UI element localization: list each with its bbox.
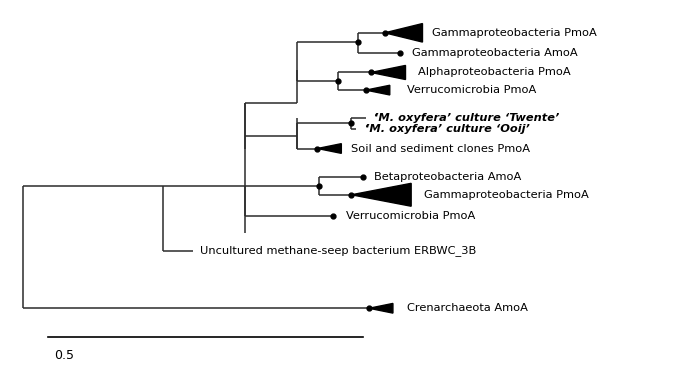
Polygon shape [351, 183, 411, 206]
Polygon shape [369, 303, 393, 313]
Text: 0.5: 0.5 [55, 349, 74, 362]
Text: Gammaproteobacteria AmoA: Gammaproteobacteria AmoA [412, 48, 577, 58]
Text: Gammaproteobacteria PmoA: Gammaproteobacteria PmoA [424, 190, 589, 200]
Text: Betaproteobacteria AmoA: Betaproteobacteria AmoA [374, 172, 521, 182]
Text: Uncultured methane-seep bacterium ERBWC_3B: Uncultured methane-seep bacterium ERBWC_… [200, 246, 476, 257]
Text: Soil and sediment clones PmoA: Soil and sediment clones PmoA [351, 143, 530, 153]
Text: Gammaproteobacteria PmoA: Gammaproteobacteria PmoA [432, 28, 597, 38]
Text: Verrucomicrobia PmoA: Verrucomicrobia PmoA [407, 85, 536, 95]
Text: ‘M. oxyfera’ culture ‘Twente’: ‘M. oxyfera’ culture ‘Twente’ [374, 113, 559, 123]
Text: Alphaproteobacteria PmoA: Alphaproteobacteria PmoA [418, 67, 570, 78]
Text: Verrucomicrobia PmoA: Verrucomicrobia PmoA [346, 211, 475, 221]
Text: Crenarchaeota AmoA: Crenarchaeota AmoA [407, 303, 527, 313]
Text: ‘: ‘ [374, 113, 378, 123]
Text: ‘: ‘ [364, 124, 369, 134]
Text: ‘M. oxyfera’ culture ‘Ooij’: ‘M. oxyfera’ culture ‘Ooij’ [364, 124, 530, 134]
Polygon shape [366, 85, 390, 95]
Polygon shape [384, 23, 423, 42]
Polygon shape [371, 66, 405, 79]
Polygon shape [317, 144, 341, 153]
